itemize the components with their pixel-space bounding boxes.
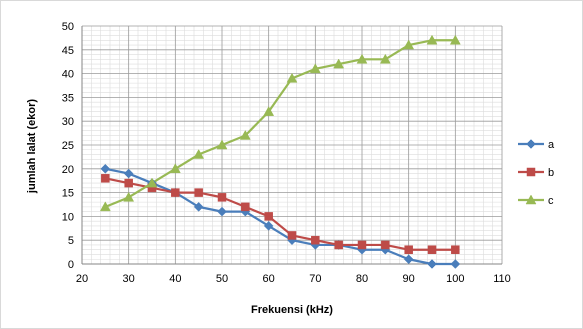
- data-point-b: [264, 212, 273, 221]
- x-tick-label: 40: [169, 273, 181, 285]
- x-tick-label: 90: [403, 273, 415, 285]
- data-point-c: [239, 129, 251, 140]
- data-point-c: [216, 139, 228, 150]
- data-point-b: [194, 188, 203, 197]
- y-tick-label: 5: [68, 235, 74, 247]
- legend-marker-c: [525, 194, 537, 205]
- data-point-c: [426, 34, 438, 45]
- data-point-c: [286, 72, 298, 83]
- data-point-c: [146, 177, 158, 188]
- legend-marker-a: [526, 139, 536, 149]
- data-point-b: [451, 245, 460, 254]
- data-point-b: [124, 178, 133, 188]
- x-tick-label: 20: [76, 273, 88, 285]
- x-tick-label: 100: [446, 273, 464, 285]
- x-tick-labels: 20 30 40 50 60 70 80 90 100 110: [76, 273, 511, 285]
- legend-marker-b: [526, 167, 536, 177]
- y-tick-label: 45: [62, 45, 74, 57]
- x-axis-title: Frekuensi (kHz): [251, 304, 333, 316]
- data-point-a: [450, 259, 461, 269]
- y-tick-label: 30: [62, 116, 74, 128]
- data-point-a: [427, 259, 437, 269]
- data-point-b: [101, 174, 110, 183]
- x-tick-label: 70: [309, 273, 321, 285]
- data-point-c: [449, 34, 461, 45]
- data-point-b: [404, 245, 413, 254]
- data-point-b: [217, 193, 227, 202]
- data-point-a: [100, 163, 111, 174]
- data-point-a: [123, 168, 134, 179]
- data-point-c: [379, 53, 391, 64]
- data-point-c: [193, 149, 205, 159]
- data-point-b: [311, 235, 320, 245]
- x-tick-label: 50: [216, 273, 228, 285]
- y-axis-title: jumlah lalat (ekor): [26, 99, 38, 194]
- data-point-c: [123, 191, 135, 202]
- legend: a b c: [518, 139, 555, 207]
- data-point-b: [241, 202, 250, 212]
- data-point-c: [169, 163, 181, 174]
- series-line-a: [105, 167, 456, 266]
- y-tick-label: 0: [68, 259, 74, 271]
- data-point-c: [356, 53, 368, 64]
- y-tick-label: 15: [62, 188, 74, 200]
- series-line-c: [104, 39, 456, 208]
- y-tick-label: 35: [62, 92, 74, 104]
- x-tick-label: 60: [263, 273, 275, 285]
- major-gridlines: [81, 25, 503, 265]
- data-point-b: [334, 240, 343, 250]
- data-point-b: [287, 231, 297, 240]
- data-point-c: [263, 106, 275, 116]
- legend-label-a: a: [548, 139, 555, 151]
- data-point-c: [333, 58, 345, 69]
- legend-label-b: b: [548, 167, 554, 179]
- data-point-b: [171, 188, 180, 197]
- data-point-c: [309, 63, 321, 74]
- data-point-c: [403, 39, 415, 50]
- y-tick-label: 40: [62, 69, 74, 81]
- x-tick-label: 110: [493, 273, 511, 285]
- series-lines: [104, 39, 456, 266]
- x-tick-label: 30: [123, 273, 135, 285]
- data-point-b: [357, 240, 367, 250]
- data-point-b: [427, 245, 437, 254]
- y-tick-label: 10: [62, 211, 74, 223]
- legend-label-c: c: [548, 195, 554, 207]
- series-markers: [99, 34, 461, 269]
- y-tick-labels: 0 5 10 15 20 25 30 35 40 45 50: [62, 21, 74, 271]
- data-point-b: [381, 240, 390, 250]
- data-point-a: [193, 202, 204, 212]
- data-point-c: [99, 201, 111, 212]
- data-point-a: [403, 254, 414, 265]
- data-point-a: [263, 221, 274, 231]
- series-line-b: [105, 177, 456, 251]
- x-tick-label: 80: [356, 273, 368, 285]
- y-tick-label: 20: [62, 164, 74, 176]
- data-point-a: [217, 206, 227, 217]
- y-tick-label: 25: [62, 140, 74, 152]
- y-tick-label: 50: [62, 21, 74, 33]
